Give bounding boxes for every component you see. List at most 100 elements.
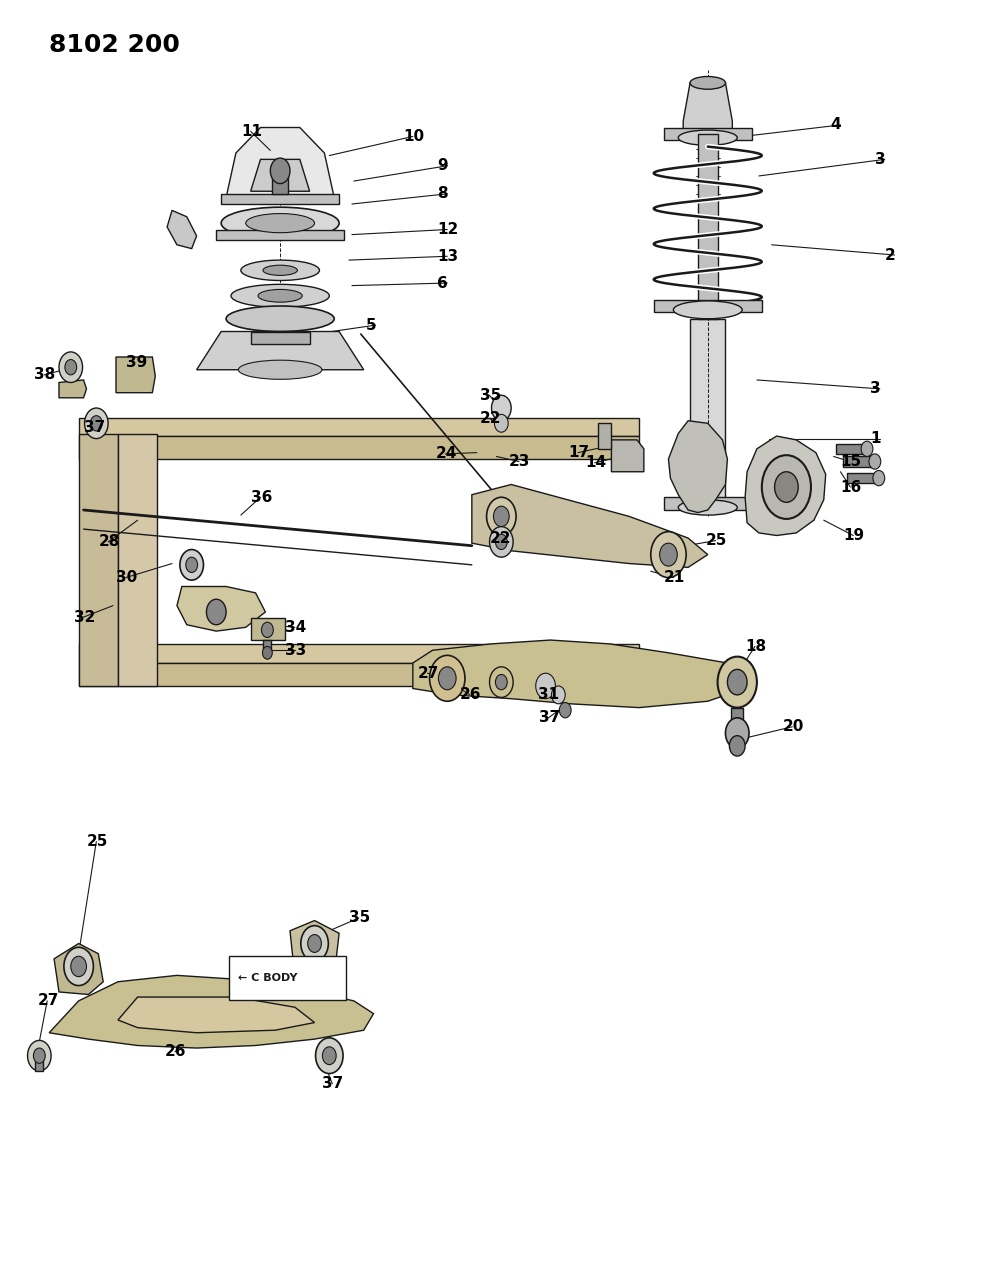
Circle shape [551,686,565,704]
Ellipse shape [231,284,329,307]
Ellipse shape [221,208,339,240]
Text: 14: 14 [585,455,606,470]
Polygon shape [251,159,310,191]
Text: 23: 23 [509,454,531,469]
Circle shape [725,718,749,748]
Circle shape [180,550,203,580]
Text: 35: 35 [349,910,371,926]
Text: ← C BODY: ← C BODY [238,973,298,983]
Circle shape [729,736,745,756]
Ellipse shape [678,130,737,145]
Polygon shape [79,418,639,436]
Polygon shape [49,975,374,1048]
Ellipse shape [238,361,322,380]
Text: 33: 33 [285,643,307,658]
Polygon shape [177,586,265,631]
Polygon shape [847,473,877,483]
Ellipse shape [690,76,725,89]
Polygon shape [668,421,727,513]
Polygon shape [35,1056,43,1071]
Text: 8: 8 [437,186,448,201]
Polygon shape [698,134,718,319]
Circle shape [494,414,508,432]
Polygon shape [745,436,826,536]
Text: 24: 24 [435,446,457,462]
Text: 18: 18 [745,639,766,654]
Circle shape [490,527,513,557]
Text: 9: 9 [437,158,448,173]
Circle shape [660,543,677,566]
Polygon shape [472,484,708,567]
Text: 20: 20 [782,719,804,734]
Text: 37: 37 [539,710,560,725]
Text: 25: 25 [87,834,108,849]
Ellipse shape [246,213,315,232]
Circle shape [322,1047,336,1065]
Text: 3: 3 [870,381,881,397]
Polygon shape [272,176,288,194]
Text: 17: 17 [568,445,589,460]
Polygon shape [843,456,873,467]
Circle shape [727,669,747,695]
Circle shape [65,360,77,375]
Polygon shape [251,618,285,640]
Polygon shape [116,357,155,393]
Text: 16: 16 [840,479,862,495]
Circle shape [775,472,798,502]
Text: 11: 11 [241,124,261,139]
Polygon shape [216,230,344,240]
Text: 26: 26 [460,687,482,703]
Circle shape [492,395,511,421]
Circle shape [861,441,873,456]
Circle shape [59,352,83,382]
Text: 2: 2 [885,247,896,263]
Polygon shape [690,319,725,510]
Text: 35: 35 [480,388,501,403]
Text: 36: 36 [251,490,272,505]
Circle shape [206,599,226,625]
Ellipse shape [258,289,303,302]
Polygon shape [598,423,611,449]
Text: 30: 30 [116,570,138,585]
Polygon shape [290,921,339,966]
Circle shape [33,1048,45,1063]
Circle shape [270,158,290,184]
Text: 28: 28 [98,534,120,550]
Text: 32: 32 [74,609,95,625]
Text: 22: 22 [480,411,501,426]
Polygon shape [118,434,157,686]
Text: 12: 12 [437,222,459,237]
Circle shape [536,673,555,699]
Circle shape [487,497,516,536]
Circle shape [495,674,507,690]
Bar [20,803,433,1122]
Text: 27: 27 [37,993,59,1009]
Polygon shape [79,644,639,663]
Polygon shape [226,128,334,198]
Polygon shape [664,497,752,510]
Circle shape [186,557,198,572]
Circle shape [438,667,456,690]
Text: 37: 37 [322,1076,344,1091]
Polygon shape [79,434,118,686]
Text: 6: 6 [437,275,448,291]
Circle shape [651,532,686,578]
Ellipse shape [241,260,319,280]
Text: 26: 26 [165,1044,187,1060]
Circle shape [316,1038,343,1074]
Circle shape [85,408,108,439]
Circle shape [90,416,102,431]
Circle shape [873,470,885,486]
Polygon shape [251,332,310,344]
FancyBboxPatch shape [229,956,346,1000]
Text: 25: 25 [706,533,727,548]
Text: 31: 31 [538,687,558,703]
Ellipse shape [262,265,297,275]
Circle shape [495,534,507,550]
Circle shape [262,646,272,659]
Circle shape [64,947,93,986]
Circle shape [762,455,811,519]
Text: 27: 27 [418,666,439,681]
Polygon shape [79,663,639,686]
Text: 37: 37 [84,419,105,435]
